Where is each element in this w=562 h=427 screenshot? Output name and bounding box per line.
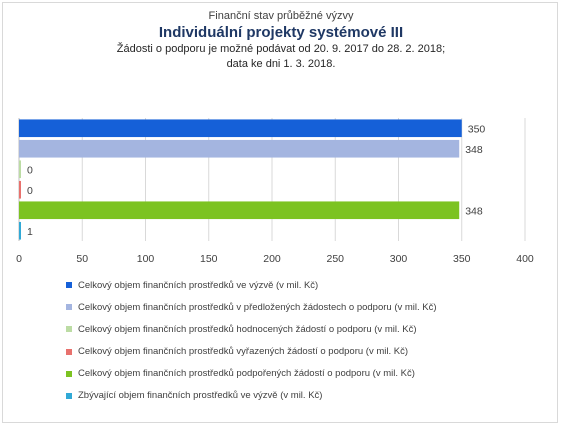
legend-swatch-1: [66, 304, 72, 311]
chart-suptitle: Finanční stav průběžné výzvy: [208, 10, 354, 22]
bar-1: [19, 139, 460, 158]
bar-data-label-3: 0: [27, 185, 33, 197]
bar-3: [19, 180, 21, 199]
legend-swatch-5: [66, 392, 72, 399]
bar-data-label-1: 348: [465, 144, 483, 156]
legend-label-3: Celkový objem finančních prostředků vyřa…: [78, 346, 409, 358]
x-tick-label-5: 250: [326, 253, 344, 265]
legend-label-0: Celkový objem finančních prostředků ve v…: [78, 279, 319, 291]
legend-label-2: Celkový objem finančních prostředků hodn…: [78, 323, 417, 335]
bar-data-label-4: 348: [465, 205, 483, 217]
legend-label-4: Celkový objem finančních prostředků podp…: [78, 368, 415, 380]
x-tick-label-2: 100: [137, 253, 155, 265]
legend-item-4: Celkový objem finančních prostředků podp…: [66, 364, 546, 384]
bar-data-label-2: 0: [27, 164, 33, 176]
legend-swatch-2: [66, 326, 72, 333]
chart-title: Individuální projekty systémové III: [158, 24, 404, 41]
x-tick-label-3: 150: [200, 253, 218, 265]
x-tick-label-4: 200: [263, 253, 281, 265]
bar-5: [19, 221, 21, 240]
bar-0: [19, 119, 462, 138]
legend-label-1: Celkový objem finančních prostředků v př…: [78, 301, 437, 313]
x-tick-label-7: 350: [453, 253, 471, 265]
bar-4: [19, 201, 460, 220]
legend-label-5: Zbývající objem finančních prostředků ve…: [78, 390, 323, 402]
legend-item-3: Celkový objem finančních prostředků vyřa…: [66, 342, 546, 362]
legend-swatch-0: [66, 282, 72, 288]
x-tick-label-0: 0: [16, 253, 22, 265]
legend-swatch-4: [66, 370, 72, 377]
bar-data-label-0: 350: [468, 123, 486, 135]
x-tick-label-8: 400: [516, 253, 534, 265]
chart-subtitle-line-1: Žádosti o podporu je možné podávat od 20…: [116, 43, 446, 55]
bar-2: [19, 160, 21, 179]
x-tick-label-6: 300: [390, 253, 408, 265]
chart-subtitle-line-2: data ke dni 1. 3. 2018.: [226, 58, 336, 70]
legend-item-0: Celkový objem finančních prostředků ve v…: [66, 275, 546, 295]
chart-legend: Celkový objem finančních prostředků ve v…: [66, 275, 546, 408]
chart-titles: Finanční stav průběžné výzvy Individuáln…: [0, 9, 562, 72]
bar-data-label-5: 1: [27, 226, 33, 238]
legend-item-1: Celkový objem finančních prostředků v př…: [66, 297, 546, 317]
legend-item-2: Celkový objem finančních prostředků hodn…: [66, 319, 546, 339]
x-tick-label-1: 50: [76, 253, 88, 265]
legend-swatch-3: [66, 348, 72, 355]
legend-item-5: Zbývající objem finančních prostředků ve…: [66, 386, 546, 406]
